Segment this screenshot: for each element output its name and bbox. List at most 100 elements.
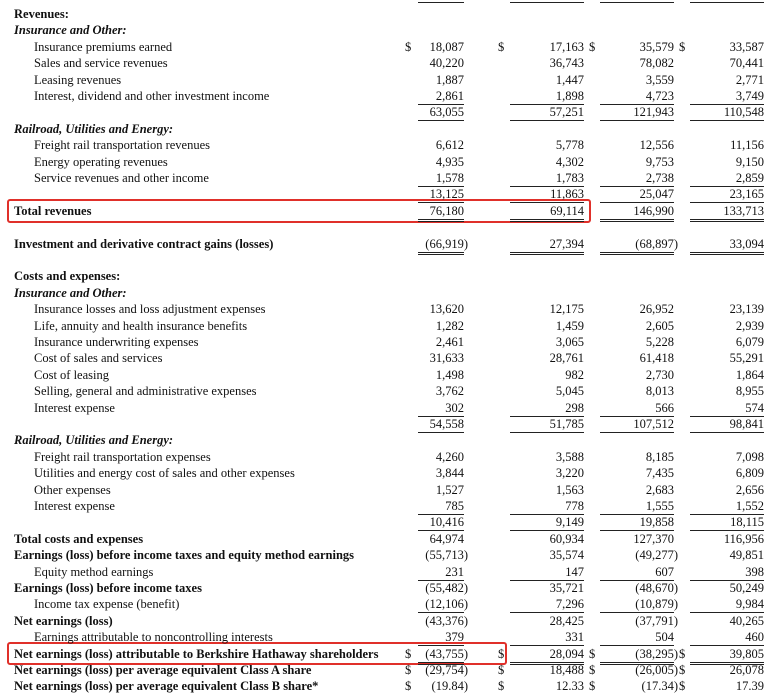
row-label: Leasing revenues	[34, 72, 122, 87]
amount: (29,754)	[425, 663, 468, 677]
underline	[510, 579, 584, 581]
amount: 146,990	[633, 203, 674, 218]
amount: 12.33	[555, 679, 584, 694]
amount: 63,055	[429, 105, 464, 120]
amount: 28,761	[549, 351, 584, 366]
row-label: Insurance and Other:	[14, 285, 127, 300]
underline	[418, 661, 464, 665]
amount: 7,098	[735, 449, 764, 464]
row-label: Net earnings (loss) attributable to Berk…	[14, 646, 379, 661]
amount: 26,078	[729, 663, 764, 677]
underline	[690, 186, 764, 187]
amount: (19.84)	[431, 679, 468, 694]
amount: 607	[655, 564, 674, 579]
underline	[690, 432, 764, 433]
amount: 9,150	[735, 154, 764, 169]
amount: 12,556	[639, 138, 674, 153]
underline	[510, 251, 584, 255]
amount: 8,185	[645, 449, 674, 464]
currency-sign: $	[498, 39, 505, 54]
amount: 116,956	[723, 531, 764, 546]
amount: 5,045	[555, 384, 584, 399]
amount: (37,791)	[635, 613, 678, 628]
currency-sign: $	[679, 39, 686, 54]
amount: 57,251	[549, 105, 584, 120]
row-label: Earnings attributable to noncontrolling …	[34, 630, 273, 645]
amount: 379	[445, 630, 464, 645]
underline	[510, 202, 584, 204]
currency-sign: $	[589, 39, 596, 54]
amount: 49,851	[729, 548, 764, 563]
amount: 7,296	[555, 597, 584, 612]
currency-sign: $	[589, 646, 596, 661]
underline	[600, 120, 674, 122]
amount: 2,771	[735, 72, 764, 87]
amount: 17,163	[549, 39, 584, 54]
amount: 9,984	[735, 597, 764, 612]
amount: 17.39	[735, 679, 764, 694]
amount: (43,755)	[425, 646, 468, 661]
amount: 27,394	[549, 236, 584, 251]
amount: 1,552	[735, 499, 764, 513]
underline	[510, 218, 584, 222]
amount: 1,498	[435, 367, 464, 382]
underline	[510, 530, 584, 532]
underline	[418, 104, 464, 105]
amount: 61,418	[639, 351, 674, 366]
row-label: Earnings (loss) before income taxes and …	[14, 548, 355, 563]
amount: 127,370	[633, 531, 674, 546]
amount: 1,887	[435, 72, 464, 87]
amount: 1,563	[555, 482, 584, 497]
row-label: Revenues:	[14, 7, 69, 21]
amount: 7,435	[645, 466, 674, 481]
currency-sign: $	[405, 663, 412, 677]
amount: 64,974	[429, 531, 464, 546]
amount: 4,260	[435, 449, 464, 464]
amount: 8,013	[645, 384, 674, 399]
row-label: Service revenues and other income	[34, 171, 209, 185]
amount: 2,461	[435, 335, 464, 349]
underline	[510, 186, 584, 187]
underline	[690, 579, 764, 581]
row-label: Energy operating revenues	[34, 154, 168, 169]
amount: 70,441	[729, 56, 764, 71]
currency-sign: $	[679, 679, 686, 694]
amount: 4,302	[555, 154, 584, 169]
amount: 302	[445, 400, 464, 415]
amount: 1,282	[435, 318, 464, 333]
amount: 107,512	[633, 417, 674, 431]
underline	[600, 530, 674, 532]
row-label: Net earnings (loss) per average equivale…	[14, 679, 319, 694]
row-label: Insurance and Other:	[14, 23, 127, 38]
amount: 785	[445, 499, 464, 513]
currency-sign: $	[679, 663, 686, 677]
amount: 35,579	[639, 39, 674, 54]
amount: 1,555	[645, 499, 674, 513]
amount: (12,106)	[425, 597, 468, 612]
amount: 9,753	[645, 154, 674, 169]
amount: 2,738	[645, 171, 674, 185]
amount: 3,762	[435, 384, 464, 399]
currency-sign: $	[405, 679, 412, 694]
amount: 3,559	[645, 72, 674, 87]
amount: 9,149	[555, 515, 584, 530]
amount: 8,955	[735, 384, 764, 399]
amount: 50,249	[729, 581, 764, 595]
amount: 398	[745, 564, 764, 579]
amount: 2,859	[735, 171, 764, 185]
row-label: Costs and expenses:	[14, 269, 121, 284]
underline	[418, 120, 464, 122]
row-label: Interest expense	[34, 499, 115, 513]
amount: 1,447	[555, 72, 584, 87]
amount: 331	[565, 630, 584, 645]
underline	[690, 661, 764, 665]
amount: 5,228	[645, 335, 674, 349]
amount: 121,943	[633, 105, 674, 120]
amount: 2,656	[735, 482, 764, 497]
amount: (66,919)	[425, 236, 468, 251]
row-label: Cost of leasing	[34, 367, 109, 382]
underline	[600, 612, 674, 614]
underline	[418, 251, 464, 255]
amount: 78,082	[639, 56, 674, 71]
